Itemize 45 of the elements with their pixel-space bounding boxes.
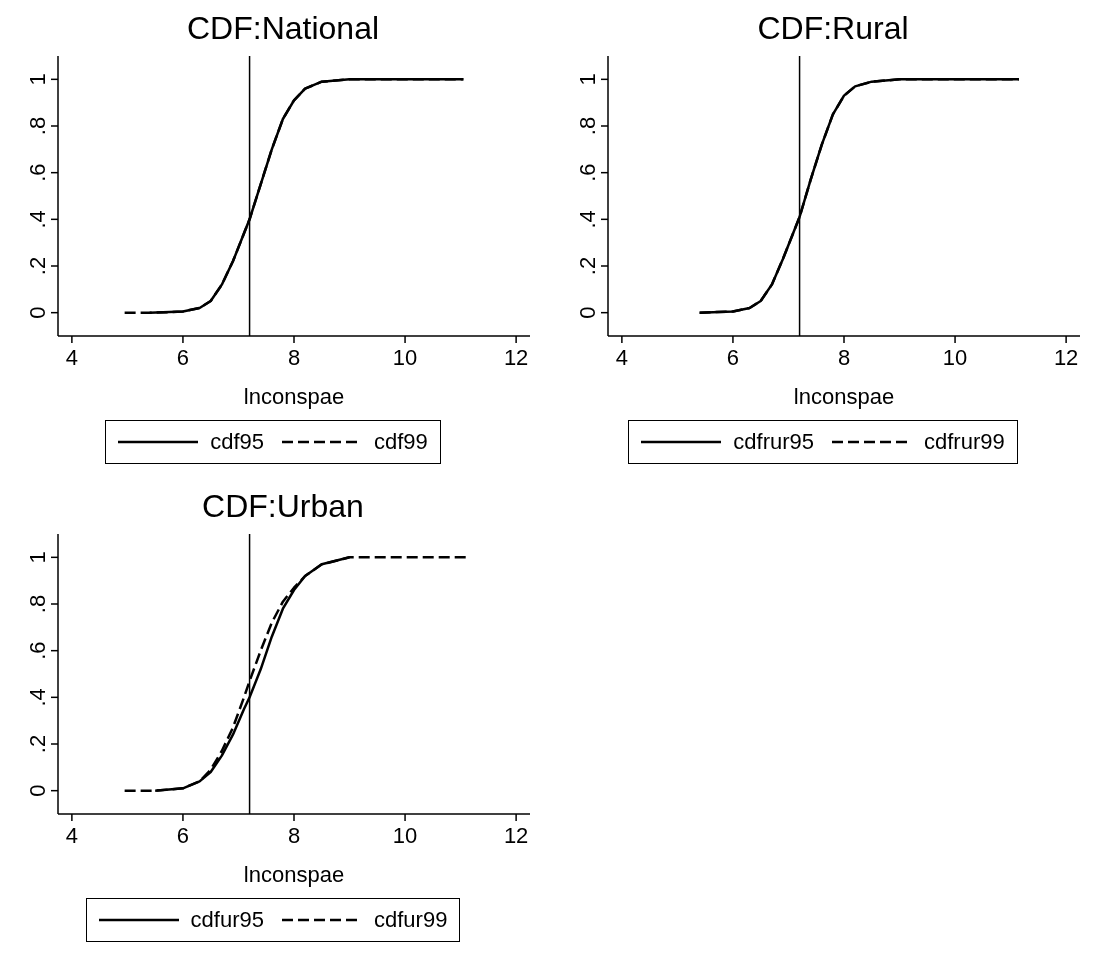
legend-label: cdfur99 <box>374 907 448 933</box>
y-tick-label: .4 <box>25 688 50 707</box>
x-axis-title: lnconspae <box>243 384 345 409</box>
x-tick-label: 10 <box>392 345 418 370</box>
y-tick-label: .8 <box>575 116 600 136</box>
y-tick-label: 1 <box>575 73 600 86</box>
x-tick-label: 6 <box>176 823 190 848</box>
x-tick-label: 12 <box>503 823 529 848</box>
x-tick-label: 8 <box>287 345 301 370</box>
y-tick-label: 0 <box>25 784 50 797</box>
y-tick-label: .2 <box>575 256 600 276</box>
x-tick-label: 10 <box>392 823 418 848</box>
y-tick-label: .6 <box>25 163 50 182</box>
x-tick-label: 6 <box>176 345 190 370</box>
x-tick-label: 4 <box>65 345 79 370</box>
legend-label: cdfrur99 <box>924 429 1005 455</box>
legend-label: cdfrur95 <box>733 429 814 455</box>
x-tick-label: 6 <box>726 345 740 370</box>
y-tick-label: .4 <box>575 210 600 229</box>
x-axis-title: lnconspae <box>793 384 895 409</box>
legend-label: cdf95 <box>210 429 264 455</box>
x-axis-title: lnconspae <box>243 862 345 887</box>
y-tick-label: .6 <box>25 641 50 660</box>
y-tick-label: .6 <box>575 163 600 182</box>
x-tick-label: 12 <box>503 345 529 370</box>
y-tick-label: .4 <box>25 210 50 229</box>
x-tick-label: 8 <box>837 345 851 370</box>
y-tick-label: 0 <box>25 306 50 319</box>
y-tick-label: 0 <box>575 306 600 319</box>
y-tick-label: .8 <box>25 594 50 614</box>
chart-title: CDF:Urban <box>201 487 365 526</box>
y-tick-label: 1 <box>25 73 50 86</box>
x-tick-label: 8 <box>287 823 301 848</box>
x-tick-label: 12 <box>1053 345 1079 370</box>
chart-title: CDF:Rural <box>756 9 910 48</box>
x-tick-label: 4 <box>615 345 629 370</box>
y-tick-label: .2 <box>25 734 50 754</box>
x-tick-label: 10 <box>942 345 968 370</box>
y-tick-label: .2 <box>25 256 50 276</box>
legend-label: cdf99 <box>374 429 428 455</box>
y-tick-label: .8 <box>25 116 50 136</box>
y-tick-label: 1 <box>25 551 50 564</box>
chart-title: CDF:National <box>185 9 381 48</box>
x-tick-label: 4 <box>65 823 79 848</box>
legend-label: cdfur95 <box>190 907 264 933</box>
